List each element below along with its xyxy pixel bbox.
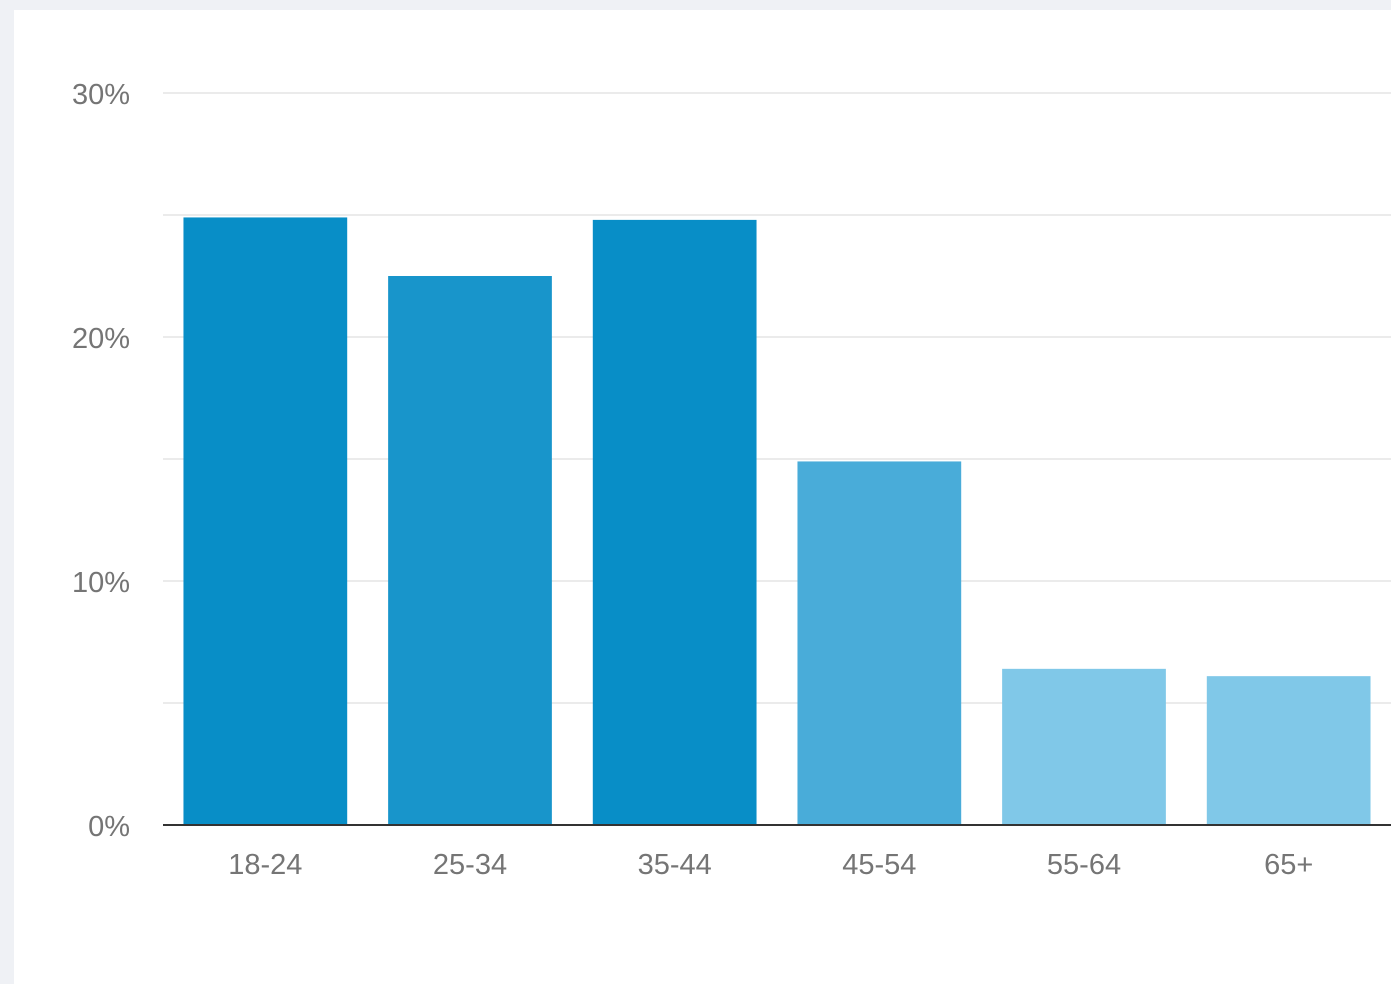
y-tick-label: 10% (72, 567, 130, 599)
y-tick-label: 30% (72, 79, 130, 111)
bar-35-44[interactable] (592, 219, 757, 825)
x-tick-label: 65+ (1264, 849, 1313, 881)
bar-55-64[interactable] (1002, 668, 1166, 825)
y-tick-label: 0% (88, 811, 130, 843)
gridlines (163, 92, 1391, 704)
bar-65+[interactable] (1206, 676, 1371, 825)
x-tick-label: 18-24 (228, 849, 302, 881)
bar-45-54[interactable] (797, 461, 962, 825)
x-tick-label: 45-54 (842, 849, 916, 881)
bar-18-24[interactable] (183, 217, 348, 825)
x-axis-ticks: 18-24 25-34 35-44 45-54 55-64 65+ (228, 849, 1313, 881)
x-tick-label: 55-64 (1047, 849, 1121, 881)
x-tick-label: 35-44 (638, 849, 712, 881)
y-tick-label: 20% (72, 323, 130, 355)
bar-25-34[interactable] (388, 276, 552, 825)
bars (183, 217, 1371, 825)
y-axis-ticks: 0% 10% 20% 30% (72, 79, 130, 843)
x-tick-label: 25-34 (433, 849, 507, 881)
